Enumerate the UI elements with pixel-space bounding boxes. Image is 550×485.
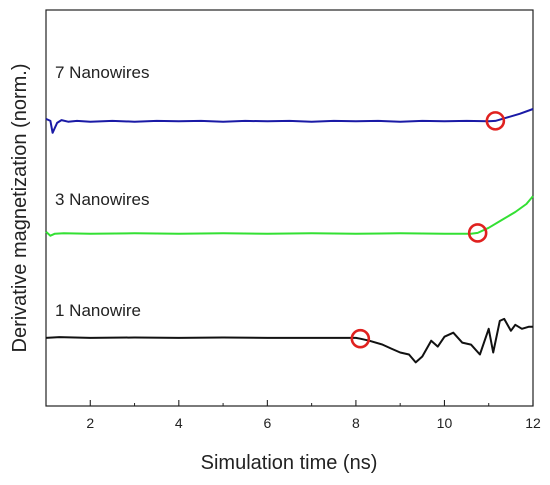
x-axis-title: Simulation time (ns) [201,452,378,474]
series-lines [45,108,534,364]
x-tick-label: 12 [525,415,541,431]
plot-frame [45,9,534,407]
x-tick-label: 4 [175,415,183,431]
series-line-2 [45,317,533,364]
series-label-3-nanowires: 3 Nanowires [55,190,150,209]
x-tick-label: 8 [352,415,360,431]
series-label-1-nanowire: 1 Nanowire [55,301,141,320]
series-label-7-nanowires: 7 Nanowires [55,63,150,82]
transition-marker-2 [350,328,371,349]
series-line-1 [45,195,534,237]
x-tick-label: 2 [86,415,94,431]
series-line-0 [45,108,534,134]
x-axis-ticks: 2 4 6 8 10 12 [45,400,541,431]
x-tick-label: 10 [437,415,453,431]
transition-markers [350,111,506,349]
x-tick-label: 6 [263,415,271,431]
transition-marker-1 [467,223,488,243]
transition-marker-0 [485,111,506,131]
y-axis-title: Derivative magnetization (norm.) [9,64,31,353]
